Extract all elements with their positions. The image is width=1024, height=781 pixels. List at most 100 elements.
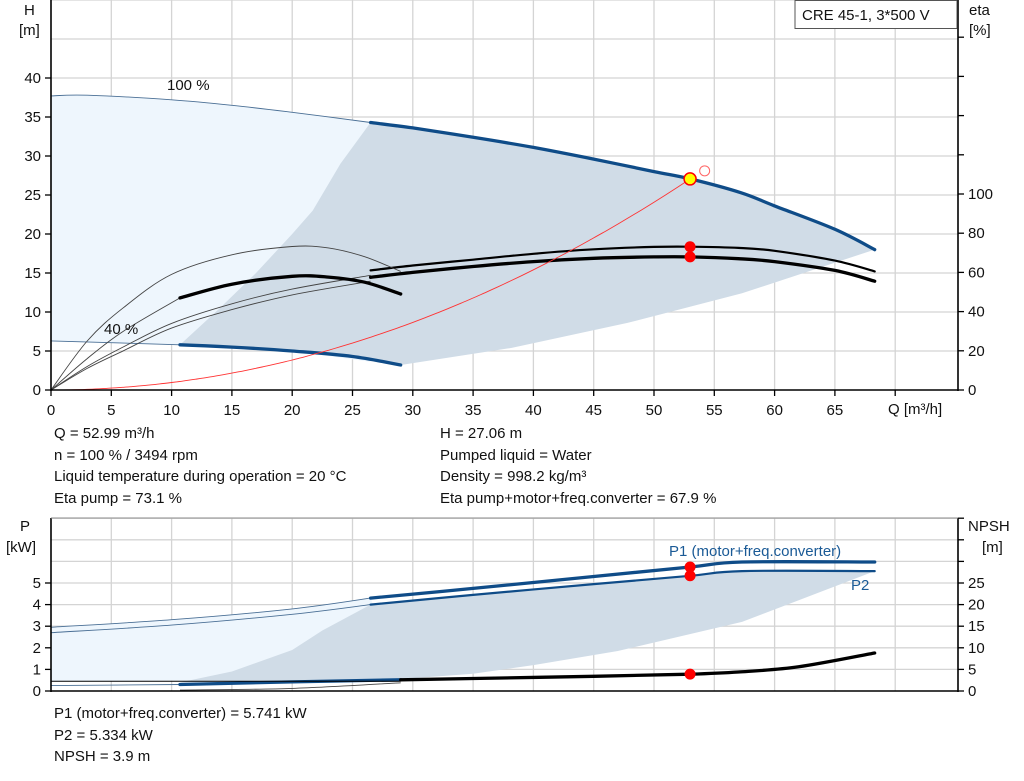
top-eta-pump-40-thin-curve — [50, 245, 401, 391]
info-liquid: Pumped liquid = Water — [440, 446, 592, 464]
top-left-tick-label: 5 — [33, 343, 41, 360]
info-top-right: H = 27.06 m Pumped liquid = Water Densit… — [440, 423, 716, 509]
npsh-axis-title: NPSH — [968, 518, 1010, 535]
top-eta-pump-curve — [369, 245, 876, 273]
bottom-right-tick-label: 10 — [968, 640, 985, 657]
top-left-tick-label: 10 — [24, 304, 41, 321]
info-p2: P2 = 5.334 kW — [54, 726, 153, 744]
top-right-tick-label: 80 — [968, 225, 985, 242]
bottom-p2-thin-curve — [50, 604, 371, 634]
top-right-tick-label: 0 — [968, 382, 976, 399]
info-p1: P1 (motor+freq.converter) = 5.741 kW — [54, 705, 307, 722]
top-left-tick-label: 25 — [24, 187, 41, 204]
bottom-left-tick-label: 3 — [33, 618, 41, 635]
bottom-left-tick-label: 2 — [33, 640, 41, 657]
q-tick-label: 5 — [107, 402, 115, 419]
p-axis-unit: [kW] — [6, 539, 36, 556]
top-head-40-thin-curve — [50, 340, 181, 346]
bottom-right-tick-label: 15 — [968, 618, 985, 635]
p1-legend-label: P1 (motor+freq.converter) — [669, 543, 841, 560]
bottom-p1-curve — [368, 559, 877, 600]
info-npsh: NPSH = 3.9 m — [54, 748, 151, 765]
bottom-p2-curve — [369, 569, 876, 606]
bottom-right-tick-label: 0 — [968, 683, 976, 700]
bottom-envelope — [51, 571, 875, 683]
eta-axis-unit: [%] — [969, 22, 991, 39]
title-box — [794, 0, 958, 29]
bottom-p1-thin-curve — [50, 597, 371, 628]
label-40-percent: 40 % — [104, 321, 138, 338]
q-tick-label: 50 — [646, 402, 663, 419]
top-right-tick-label: 60 — [968, 264, 985, 281]
q-tick-label: 55 — [706, 402, 723, 419]
top-left-tick-label: 15 — [24, 265, 41, 282]
bottom-left-tick-label: 0 — [33, 683, 41, 700]
q-axis-title: Q [m³/h] — [888, 401, 942, 418]
bottom-right-tick-label: 25 — [968, 575, 985, 592]
duty-point-marker — [683, 172, 697, 186]
q-tick-label: 10 — [163, 402, 180, 419]
top-right-tick-label: 20 — [968, 343, 985, 360]
info-bottom: P1 (motor+freq.converter) = 5.741 kW P2 … — [54, 703, 307, 768]
top-eta-total-thin-curve — [50, 280, 371, 391]
bottom-envelope-dark — [180, 571, 875, 683]
p-axis-title: P — [20, 518, 30, 535]
top-left-tick-label: 30 — [24, 148, 41, 165]
h-axis-unit: [m] — [19, 22, 40, 39]
bottom-p-40-thin-curve — [50, 684, 181, 687]
bottom-left-tick-label: 1 — [33, 661, 41, 678]
q-tick-label: 60 — [766, 402, 783, 419]
info-eta-total: Eta pump+motor+freq.converter = 67.9 % — [440, 489, 717, 507]
top-right-tick-label: 100 — [968, 186, 993, 203]
info-flow: Q = 52.99 m³/h — [54, 425, 155, 442]
q-tick-label: 25 — [344, 402, 361, 419]
info-density: Density = 998.2 kg/m³ — [440, 468, 587, 485]
p2-legend-label: P2 — [851, 577, 869, 594]
top-left-tick-label: 0 — [33, 382, 41, 399]
eta-pump-duty-marker — [684, 241, 696, 253]
q-tick-label: 45 — [585, 402, 602, 419]
info-top-left: Q = 52.99 m³/h n = 100 % / 3494 rpm Liqu… — [54, 423, 346, 509]
label-100-percent: 100 % — [167, 77, 210, 94]
q-tick-label: 30 — [404, 402, 421, 419]
system-curve — [50, 178, 691, 391]
bottom-left-tick-label: 4 — [33, 597, 41, 614]
top-left-tick-label: 40 — [24, 70, 41, 87]
bottom-left-tick-label: 5 — [33, 575, 41, 592]
bottom-npsh-thin-curve — [179, 682, 401, 691]
eta-total-duty-marker — [684, 251, 696, 263]
eta-axis-title: eta — [969, 2, 991, 19]
top-eta-total-40-thin-curve — [50, 297, 181, 391]
top-eta-total-curve — [368, 255, 877, 283]
top-left-tick-label: 35 — [24, 109, 41, 126]
top-head-100-thin-curve — [50, 94, 371, 123]
top-eta-pump-thin-curve — [50, 274, 371, 391]
q-tick-label: 40 — [525, 402, 542, 419]
q-tick-label: 0 — [47, 402, 55, 419]
q-tick-label: 35 — [465, 402, 482, 419]
info-head: H = 27.06 m — [440, 425, 523, 442]
npsh-duty-marker — [684, 668, 696, 680]
h-axis-title: H — [24, 2, 35, 19]
top-curves — [50, 94, 877, 391]
bottom-right-tick-label: 20 — [968, 597, 985, 614]
bottom-curves — [50, 559, 877, 691]
info-speed: n = 100 % / 3494 rpm — [54, 446, 198, 464]
info-eta-pump: Eta pump = 73.1 % — [54, 489, 182, 507]
npsh-axis-unit: [m] — [982, 539, 1003, 556]
info-temperature: Liquid temperature during operation = 20… — [54, 468, 347, 485]
title-text: CRE 45-1, 3*500 V — [802, 7, 930, 24]
q-tick-label: 65 — [827, 402, 844, 419]
p1-duty-marker — [684, 561, 696, 573]
top-left-tick-label: 20 — [24, 226, 41, 243]
q-tick-label: 20 — [284, 402, 301, 419]
top-eta-total-40-curve — [178, 274, 403, 300]
q-tick-label: 15 — [224, 402, 241, 419]
bottom-npsh-curve — [399, 651, 877, 682]
p2-duty-marker — [684, 570, 696, 582]
bottom-right-tick-label: 5 — [968, 661, 976, 678]
top-head-100-curve — [368, 120, 877, 252]
top-head-40-curve — [178, 343, 403, 367]
